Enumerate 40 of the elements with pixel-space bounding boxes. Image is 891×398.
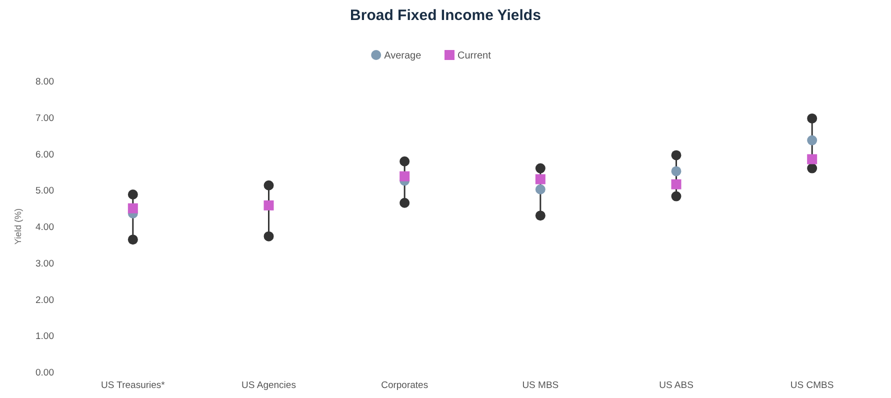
point — [671, 179, 682, 190]
point — [807, 135, 818, 146]
y-tick-label: 5.00 — [36, 186, 54, 197]
y-tick-label: 2.00 — [36, 294, 54, 306]
y-tick-label: 3.00 — [36, 258, 54, 270]
point — [671, 166, 682, 176]
y-axis-title: Yield (%) — [13, 208, 23, 245]
x-tick-label: Corporates — [381, 380, 428, 391]
x-tick-label: US Agencies — [242, 380, 296, 391]
point — [807, 163, 818, 174]
point — [400, 198, 410, 208]
point — [264, 200, 274, 210]
point — [535, 174, 546, 184]
point — [535, 163, 546, 174]
y-tick-label: 8.00 — [36, 76, 54, 88]
point — [128, 189, 138, 200]
y-tick-label: 6.00 — [36, 149, 54, 160]
point — [535, 210, 546, 221]
y-tick-label: 0.00 — [36, 368, 54, 378]
point — [400, 171, 410, 182]
y-tick-label: 1.00 — [36, 331, 54, 342]
point — [671, 150, 682, 160]
y-tick-label: 7.00 — [36, 112, 54, 124]
x-tick-label: US ABS — [659, 380, 694, 391]
point — [807, 154, 818, 164]
chart-title: Broad Fixed Income Yields — [350, 7, 541, 24]
point — [128, 234, 138, 245]
point — [128, 203, 138, 214]
point — [400, 156, 410, 166]
point — [264, 231, 274, 242]
point — [535, 184, 546, 194]
point — [671, 191, 682, 202]
y-tick-label: 4.00 — [36, 222, 54, 233]
x-tick-label: US CMBS — [790, 380, 834, 391]
point — [264, 180, 274, 190]
x-tick-label: US Treasuries* — [100, 380, 166, 391]
point — [807, 113, 818, 124]
legend-label: Average — [384, 50, 422, 62]
legend-label: Current — [458, 50, 492, 62]
x-tick-label: US MBS — [522, 380, 559, 391]
